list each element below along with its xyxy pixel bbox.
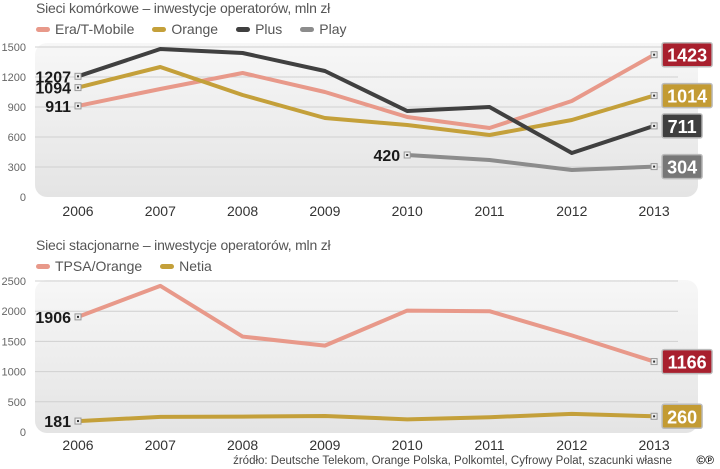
legend-swatch-play — [300, 26, 315, 32]
y-tick-label: 600 — [8, 132, 26, 144]
end-value-label: 304 — [667, 158, 697, 178]
x-tick-label: 2011 — [474, 203, 504, 219]
start-value-label: 1906 — [35, 310, 71, 327]
x-tick-label: 2010 — [392, 203, 423, 219]
chart2-title: Sieci stacjonarne – inwestycje operatoró… — [36, 237, 331, 253]
chart1-legend: Era/T-Mobile Orange Plus Play — [36, 21, 347, 37]
end-value-box — [661, 82, 713, 109]
end-value-box — [661, 113, 703, 139]
marker-dot — [653, 165, 656, 168]
x-tick-label: 2010 — [392, 437, 423, 453]
x-tick-label: 2013 — [639, 203, 670, 219]
marker-dot — [406, 154, 409, 156]
x-tick-label: 2007 — [145, 203, 176, 219]
end-value-box — [661, 403, 703, 430]
start-value-label: 181 — [44, 414, 71, 431]
end-value-label: 1014 — [667, 87, 707, 107]
x-tick-label: 2008 — [227, 437, 258, 453]
legend-swatch-plus — [236, 26, 251, 32]
legend-swatch-era — [36, 26, 50, 32]
legend-label-play: Play — [319, 21, 347, 37]
marker-dot — [77, 86, 79, 89]
x-tick-label: 2012 — [556, 203, 587, 219]
y-tick-label: 0 — [20, 427, 26, 439]
marker-dot — [653, 360, 656, 363]
legend-swatch-netia — [160, 263, 175, 269]
legend-item-plus: Plus — [236, 21, 282, 37]
marker-dot — [77, 104, 79, 107]
legend-label-plus: Plus — [255, 21, 283, 37]
legend-label-era: Era/T-Mobile — [55, 21, 135, 37]
end-value-box — [661, 348, 713, 375]
start-value-label: 1094 — [35, 81, 71, 98]
source-note: źródło: Deutsche Telekom, Orange Polska,… — [233, 455, 672, 467]
copyright-icon: ©℗ — [696, 453, 714, 467]
start-value-label: 420 — [373, 148, 400, 165]
marker-dot — [653, 124, 656, 127]
marker-dot — [77, 75, 79, 78]
y-tick-label: 1000 — [2, 367, 26, 379]
legend-label-orange: Orange — [171, 21, 219, 37]
end-value-box — [661, 41, 713, 68]
series-line-era-t-mobile — [76, 52, 657, 130]
legend-swatch-orange — [152, 26, 167, 32]
x-tick-label: 2013 — [639, 437, 670, 453]
series-line-orange — [76, 65, 657, 137]
legend-item-era: Era/T-Mobile — [36, 21, 134, 37]
y-tick-label: 2500 — [2, 276, 26, 288]
marker-dot — [77, 315, 79, 318]
marker-dot — [653, 94, 656, 97]
y-tick-label: 500 — [8, 397, 26, 409]
series-line-tpsa-orange — [76, 283, 657, 364]
start-value-label: 1207 — [35, 69, 71, 86]
legend-label-tpsa: TPSA/Orange — [55, 258, 143, 274]
legend-item-tpsa: TPSA/Orange — [36, 258, 142, 274]
chart2-legend: TPSA/Orange Netia — [36, 258, 212, 274]
x-tick-label: 2009 — [309, 203, 340, 219]
legend-item-netia: Netia — [160, 258, 212, 274]
legend-swatch-tpsa — [36, 263, 50, 269]
end-value-label: 1423 — [667, 46, 707, 66]
x-tick-label: 2011 — [474, 437, 504, 453]
y-tick-label: 0 — [20, 192, 26, 204]
y-tick-label: 2000 — [2, 306, 26, 318]
x-tick-label: 2006 — [62, 437, 93, 453]
end-value-label: 711 — [668, 117, 697, 137]
y-tick-label: 1500 — [2, 42, 26, 54]
end-value-label: 260 — [667, 407, 697, 427]
legend-item-orange: Orange — [152, 21, 218, 37]
x-tick-label: 2012 — [556, 437, 587, 453]
x-tick-label: 2008 — [227, 203, 258, 219]
legend-item-play: Play — [300, 21, 347, 37]
y-tick-label: 1500 — [2, 336, 26, 348]
chart1-title: Sieci komórkowe – inwestycje operatorów,… — [36, 0, 331, 16]
y-tick-label: 1200 — [2, 72, 26, 84]
plot-area — [35, 280, 698, 433]
marker-dot — [653, 415, 656, 418]
start-value-label: 911 — [45, 99, 71, 116]
series-line-netia — [76, 411, 657, 424]
legend-label-netia: Netia — [179, 258, 212, 274]
y-tick-label: 300 — [8, 162, 26, 174]
end-value-label: 1166 — [668, 353, 707, 373]
x-tick-label: 2009 — [309, 437, 340, 453]
series-line-play — [405, 153, 657, 172]
x-tick-label: 2007 — [145, 437, 176, 453]
end-value-box — [661, 153, 703, 180]
x-tick-label: 2006 — [62, 203, 93, 219]
y-tick-label: 900 — [8, 102, 26, 114]
series-line-plus — [76, 47, 657, 155]
marker-dot — [77, 420, 79, 423]
marker-dot — [653, 53, 656, 56]
